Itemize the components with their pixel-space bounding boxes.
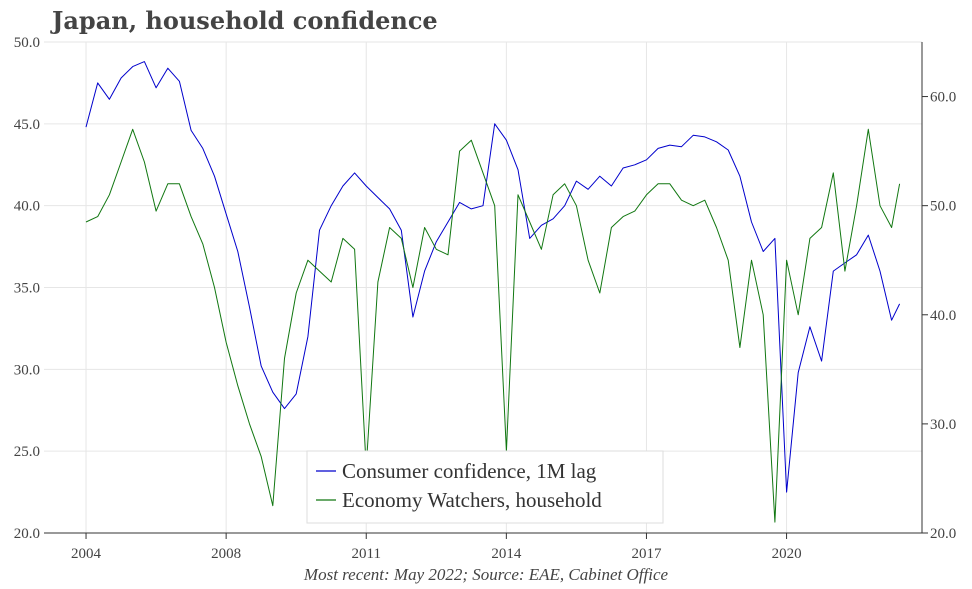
tick-labels: 20.0 25.0 30.0 35.0 40.0 45.0 50.0 2004 2008 2011… <box>14 35 957 562</box>
y-left-tick-label: 30.0 <box>14 362 40 378</box>
y-left-tick-label: 25.0 <box>14 444 40 460</box>
x-tick-label: 2020 <box>772 546 802 562</box>
legend-label-1: Economy Watchers, household <box>342 488 602 512</box>
y-left-tick-label: 35.0 <box>14 281 40 297</box>
legend-label-0: Consumer confidence, 1M lag <box>342 459 597 483</box>
legend: Consumer confidence, 1M lag Economy Watc… <box>306 450 664 524</box>
axes <box>44 42 928 539</box>
series-line-0 <box>85 61 901 493</box>
chart-title: Japan, household confidence <box>52 6 438 35</box>
y-right-tick-label: 60.0 <box>930 90 956 106</box>
x-tick-label: 2011 <box>352 546 381 562</box>
x-tick-label: 2017 <box>631 546 662 562</box>
x-tick-label: 2004 <box>71 546 102 562</box>
y-right-tick-label: 50.0 <box>930 199 956 215</box>
series-layer <box>85 61 901 523</box>
series-line-1 <box>85 128 901 523</box>
x-tick-label: 2014 <box>491 546 522 562</box>
y-right-tick-label: 40.0 <box>930 308 956 324</box>
y-left-tick-label: 40.0 <box>14 199 40 215</box>
y-left-tick-label: 20.0 <box>14 526 40 542</box>
y-right-tick-label: 20.0 <box>930 526 956 542</box>
x-tick-label: 2008 <box>211 546 241 562</box>
legend-box <box>306 450 664 524</box>
chart-source: Most recent: May 2022; Source: EAE, Cabi… <box>303 565 669 584</box>
y-left-tick-label: 45.0 <box>14 117 40 133</box>
y-left-tick-label: 50.0 <box>14 35 40 51</box>
y-right-tick-label: 30.0 <box>930 417 956 433</box>
